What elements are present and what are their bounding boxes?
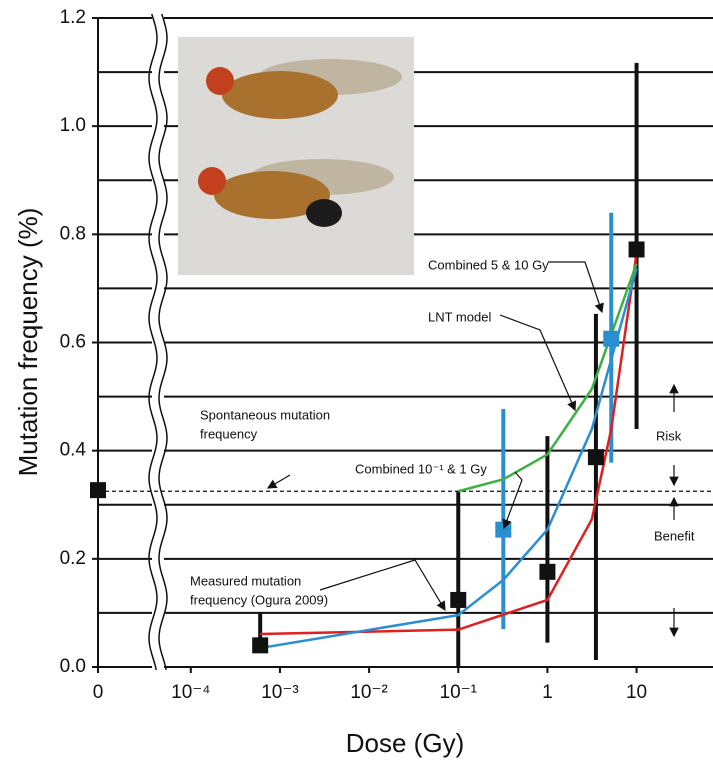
data-point (90, 482, 106, 499)
annotation: Measured mutation (190, 573, 301, 588)
data-point (539, 563, 556, 580)
annotation: Benefit (654, 528, 695, 543)
y-tick-label: 1.0 (60, 115, 86, 136)
annotation: LNT model (428, 309, 491, 324)
y-tick-label: 1.2 (60, 7, 86, 28)
x-tick-label: 10⁻³ (261, 682, 299, 703)
annotation: Risk (656, 428, 682, 443)
data-point (450, 591, 467, 608)
axis-break-line (158, 13, 168, 671)
x-tick-label: 1 (542, 682, 553, 703)
annotation-arrow (499, 314, 577, 412)
annotation-arrow (319, 559, 446, 612)
x-tick-label: 10 (626, 682, 647, 703)
annotation: Combined 10⁻¹ & 1 Gy (355, 461, 487, 476)
y-tick-label: 0.2 (60, 548, 86, 569)
annotation-arrow (548, 261, 604, 314)
x-tick-label: 10⁻² (350, 682, 388, 703)
curve (457, 263, 638, 493)
data-point (495, 521, 512, 538)
annotation: Combined 5 & 10 Gy (428, 257, 549, 272)
y-tick-label: 0.6 (60, 332, 86, 353)
curve (259, 268, 638, 650)
x-axis-label: Dose (Gy) (346, 728, 464, 758)
y-tick-label: 0.0 (60, 656, 86, 677)
annotation: frequency (200, 426, 258, 441)
annotation-arrow (502, 471, 523, 530)
data-point (587, 449, 604, 466)
annotation-arrow (266, 474, 291, 489)
fly-spot (306, 199, 342, 227)
fly-body (214, 171, 330, 219)
data-point (603, 330, 620, 347)
x-tick-label: 10⁻¹ (440, 682, 478, 703)
axis-break-line (148, 13, 158, 671)
y-tick-label: 0.4 (60, 440, 87, 461)
annotation: Spontaneous mutation (200, 407, 330, 422)
fly-body (222, 71, 338, 119)
data-point (628, 241, 645, 258)
curve (260, 253, 638, 636)
x-tick-label: 0 (93, 682, 104, 703)
fly-eye (198, 167, 226, 195)
fly-eye (206, 67, 234, 95)
y-tick-label: 0.8 (60, 223, 86, 244)
data-point (252, 637, 269, 654)
x-tick-label: 10⁻⁴ (171, 682, 210, 703)
y-axis-label: Mutation frequency (%) (13, 208, 43, 477)
annotation: frequency (Ogura 2009) (190, 592, 328, 607)
